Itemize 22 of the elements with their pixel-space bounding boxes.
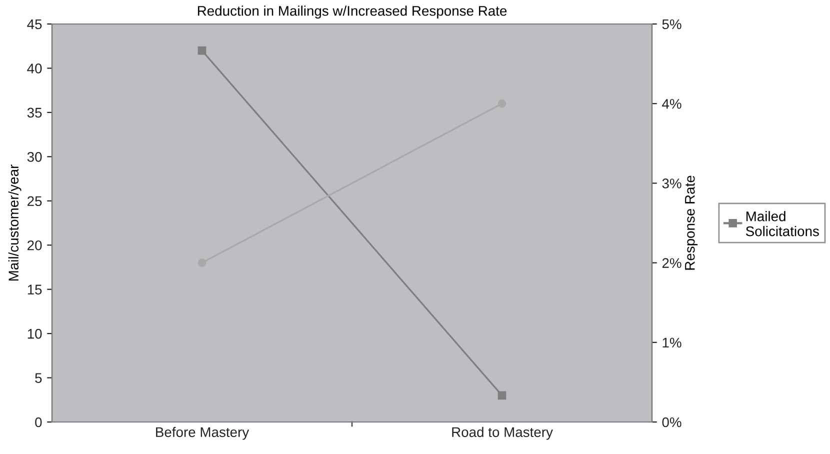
y2-tick-label: 3%	[662, 178, 682, 188]
y2-tick-label: 1%	[662, 338, 682, 348]
legend-label: Mailed Solicitations	[746, 211, 819, 236]
y2-tick-label: 2%	[662, 258, 682, 268]
y-tick-label: 40	[27, 64, 42, 74]
y-tick-label: 10	[28, 328, 42, 339]
y2-tick-label: 5%	[662, 19, 682, 30]
y2-tick-label: 0%	[662, 417, 682, 428]
y-tick-label: 0	[35, 417, 42, 428]
y-tick-label: 25	[28, 196, 42, 206]
y-tick-label: 5	[35, 373, 42, 383]
chart-title: Reduction in Mailings w/Increased Response Rate	[198, 6, 507, 19]
y2-tick-label: 4%	[662, 98, 682, 109]
y-tick-label: 15	[28, 284, 42, 295]
x-tick-label: Before Mastery	[156, 426, 250, 440]
y-tick-label: 30	[27, 152, 42, 162]
y-tick-label: 45	[27, 19, 42, 30]
y2-axis-title: Response Rate	[685, 176, 698, 270]
y-tick-label: 20	[28, 240, 42, 250]
y-tick-label: 35	[27, 108, 42, 118]
x-tick-label: Road to Mastery	[452, 426, 553, 440]
y-axis-title: Mail/customer/year	[8, 164, 22, 281]
